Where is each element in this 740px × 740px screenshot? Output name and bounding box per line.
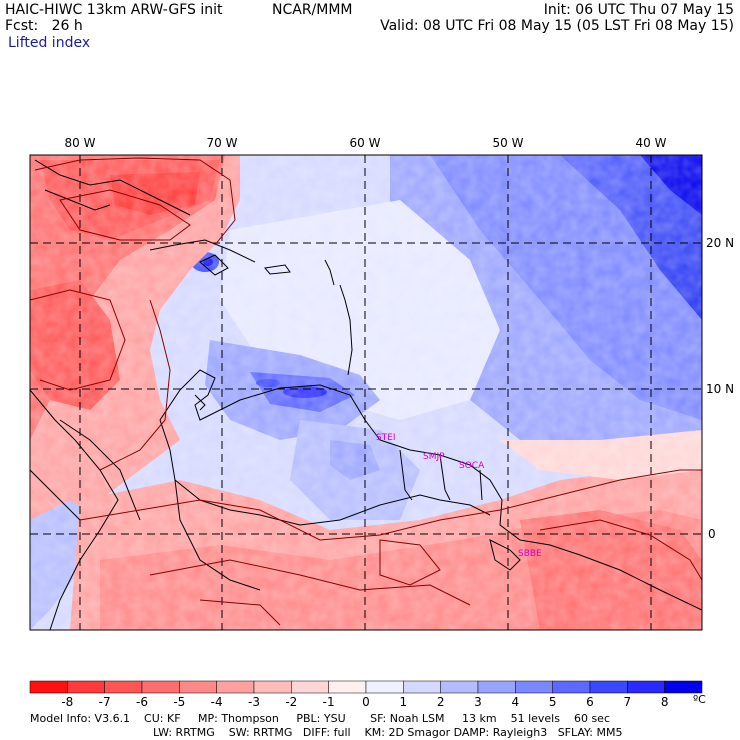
colorbar-tick-label: 0 [362,695,370,709]
colorbar-swatch [403,680,441,694]
colorbar-swatch [365,680,404,694]
physics-info-line: LW: RRTMG SW: RRTMG DIFF: full KM: 2D Sm… [153,726,623,739]
colorbar-swatch [29,680,68,694]
organization-label: NCAR/MMM [272,2,353,18]
colorbar-tick-label: 7 [623,695,632,709]
model-info-line: Model Info: V3.6.1 CU: KF MP: Thompson P… [30,712,610,725]
colorbar-tick-label: 3 [474,695,482,709]
colorbar-swatch [253,680,292,694]
colorbar-swatch [664,680,703,694]
colorbar-swatch [440,680,479,694]
colorbar-unit: ºC [693,693,706,706]
lon-label-50w: 50 W [492,136,524,150]
colorbar-tick-label: -2 [285,695,298,709]
map-field [30,155,702,630]
colorbar-tick-label: 2 [436,695,445,709]
colorbar-tick-label: 6 [586,695,594,709]
colorbar-swatch [515,680,553,694]
colorbar-tick-label: -6 [136,695,148,709]
colorbar-swatch [328,680,367,694]
colorbar-tick-label: -4 [210,695,223,709]
lat-label-20n: 20 N [706,236,735,250]
coastlines [30,159,702,630]
colorbar-swatch [216,680,255,694]
colorbar-swatch [477,680,516,694]
lat-lon-grid [30,155,702,630]
map-frame [29,154,703,631]
colorbar-tick-label: -5 [173,695,186,709]
lifted-index-contours [30,157,702,626]
colorbar-swatch [589,680,628,694]
colorbar-tick-label: 8 [660,695,669,709]
station-label: SOCA [459,461,485,471]
lon-label-60w: 60 W [349,136,381,150]
colorbar-swatch [179,680,217,694]
station-label: SBBE [518,549,542,559]
colorbar-tick-label: 1 [399,695,408,709]
colorbar-tick-label: -7 [98,695,111,709]
lon-label-80w: 80 W [64,136,96,150]
station-label: STEI [376,433,396,443]
forecast-hour: Fcst: 26 h [5,18,83,34]
colorbar-tick-label: -3 [248,695,260,709]
init-time: Init: 06 UTC Thu 07 May 15 [543,2,734,18]
lat-label-10n: 10 N [706,382,735,396]
colorbar-swatch [627,680,665,694]
lon-label-70w: 70 W [206,136,238,150]
valid-time: Valid: 08 UTC Fri 08 May 15 (05 LST Fri … [380,18,734,34]
colorbar-swatch [141,680,180,694]
colorbar-swatch [67,680,105,694]
colorbar-swatch [104,680,143,694]
colorbar-tick-label: -1 [322,695,335,709]
lat-label-0: 0 [708,527,716,541]
colorbar-tick-label: 5 [548,695,557,709]
colorbar [29,680,703,694]
colorbar-swatch [291,680,329,694]
station-label: SMJP [423,452,445,462]
model-title: HAIC-HIWC 13km ARW-GFS init [5,2,223,18]
colorbar-tick-label: -8 [61,695,74,709]
lon-label-40w: 40 W [635,136,667,150]
colorbar-swatch [552,680,591,694]
field-name: Lifted index [8,35,91,51]
colorbar-tick-label: 4 [511,695,520,709]
